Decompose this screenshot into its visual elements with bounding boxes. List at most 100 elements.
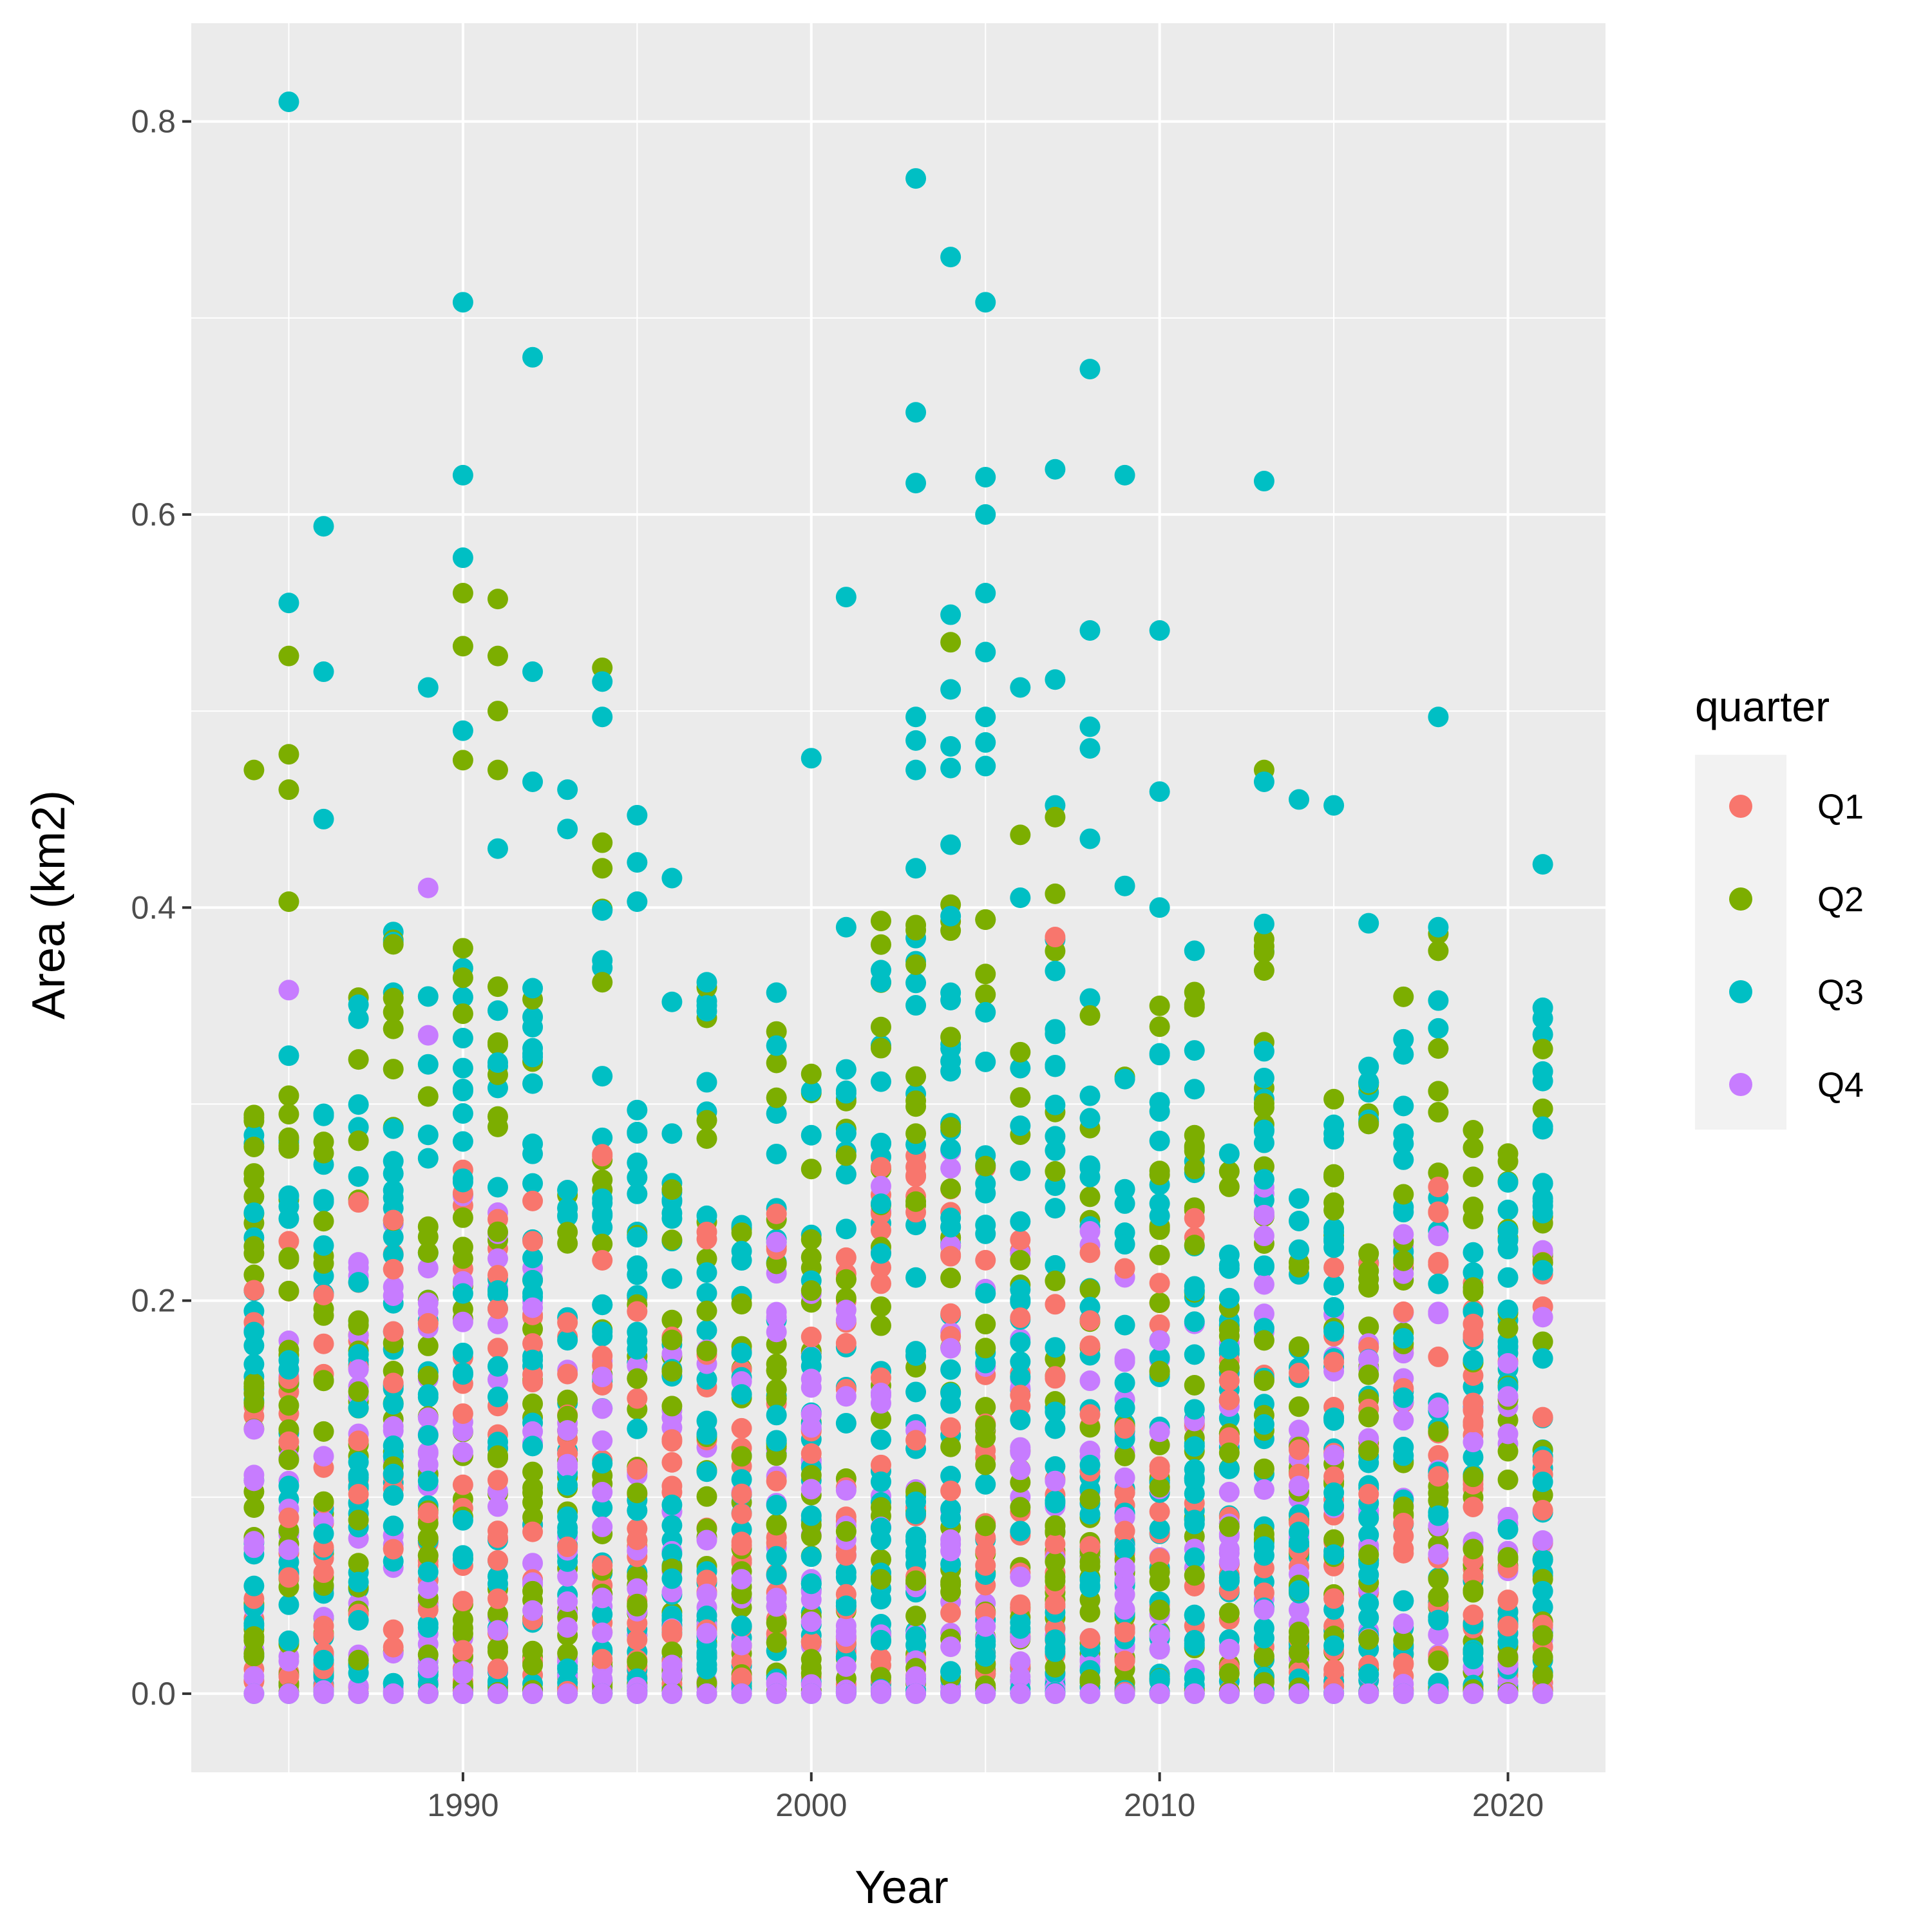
data-point	[1393, 1250, 1414, 1271]
data-point	[1045, 1023, 1066, 1045]
data-point	[1463, 1432, 1484, 1453]
data-point	[661, 1179, 683, 1200]
data-point	[940, 679, 961, 700]
data-point	[1497, 1423, 1519, 1444]
data-point	[243, 1169, 265, 1190]
data-point	[522, 1333, 544, 1354]
data-point	[870, 1296, 891, 1317]
data-point	[348, 1397, 369, 1419]
data-point	[1428, 1544, 1449, 1565]
data-point	[1289, 1521, 1310, 1542]
data-point	[835, 1412, 857, 1434]
data-point	[1289, 1363, 1310, 1384]
data-point	[1218, 1458, 1240, 1479]
data-point	[766, 1546, 787, 1567]
data-point	[870, 1016, 891, 1037]
data-point	[452, 720, 473, 741]
data-point	[1114, 1520, 1135, 1542]
data-point	[1184, 1565, 1205, 1586]
data-point	[1463, 1262, 1484, 1283]
data-point	[870, 1257, 891, 1278]
data-point	[278, 1567, 299, 1588]
plot-panel	[191, 23, 1605, 1772]
data-point	[627, 1167, 648, 1188]
data-point	[1358, 1508, 1379, 1529]
data-point	[313, 1211, 334, 1232]
data-point	[557, 1658, 578, 1680]
data-point	[522, 771, 544, 792]
data-point	[1079, 620, 1101, 641]
data-point	[383, 1636, 404, 1658]
data-point	[1358, 1364, 1379, 1385]
data-point	[1428, 1397, 1449, 1418]
data-point	[766, 1632, 787, 1653]
data-point	[313, 1333, 334, 1354]
data-point	[313, 1253, 334, 1274]
data-point	[975, 1001, 996, 1023]
data-point	[1393, 1387, 1414, 1408]
data-point	[243, 1630, 265, 1651]
data-point	[243, 759, 265, 781]
data-point	[313, 808, 334, 829]
data-point	[1323, 1352, 1345, 1373]
data-point	[1323, 795, 1345, 816]
data-point	[1010, 1211, 1031, 1232]
data-point	[1253, 771, 1274, 792]
data-point	[383, 1321, 404, 1342]
data-point	[348, 1553, 369, 1574]
data-point	[1218, 1551, 1240, 1573]
data-point	[766, 1052, 787, 1074]
data-point	[417, 1502, 439, 1524]
data-point	[1114, 1397, 1135, 1419]
data-point	[243, 1470, 265, 1492]
data-point	[1045, 1175, 1066, 1197]
data-point	[417, 986, 439, 1007]
data-point	[1532, 1202, 1553, 1224]
data-point	[940, 1661, 961, 1682]
data-point	[870, 1220, 891, 1241]
data-point	[1532, 1530, 1553, 1551]
data-point	[1114, 1482, 1135, 1503]
data-point	[975, 1051, 996, 1072]
data-point	[452, 1103, 473, 1124]
data-point	[940, 1571, 961, 1593]
data-point	[1184, 1374, 1205, 1396]
data-point	[1463, 1604, 1484, 1625]
data-point	[627, 1388, 648, 1409]
data-point	[1218, 1287, 1240, 1309]
data-point	[348, 1683, 369, 1704]
data-point	[348, 1510, 369, 1531]
data-point	[1497, 1519, 1519, 1540]
data-point	[417, 1124, 439, 1146]
data-point	[417, 1148, 439, 1169]
data-point	[800, 1505, 822, 1526]
data-point	[870, 1133, 891, 1155]
data-point	[1393, 1301, 1414, 1322]
data-point	[1428, 1505, 1449, 1526]
data-point	[835, 1122, 857, 1144]
data-point	[1532, 1038, 1553, 1059]
data-point	[870, 1157, 891, 1178]
data-point	[627, 1183, 648, 1204]
data-point	[1149, 1599, 1170, 1620]
data-point	[487, 1298, 508, 1320]
data-point	[313, 1523, 334, 1544]
data-point	[627, 1301, 648, 1322]
data-point	[975, 1215, 996, 1236]
data-point	[348, 1272, 369, 1293]
data-point	[1010, 1229, 1031, 1251]
data-point	[1289, 1642, 1310, 1663]
data-point	[975, 1397, 996, 1418]
data-point	[800, 748, 822, 769]
data-point	[1463, 1313, 1484, 1334]
data-point	[522, 1461, 544, 1482]
data-point	[243, 1186, 265, 1208]
data-point	[1428, 1201, 1449, 1222]
data-point	[1218, 1338, 1240, 1359]
data-point	[1289, 789, 1310, 810]
data-point	[452, 1663, 473, 1685]
data-point	[975, 732, 996, 753]
x-tick-label: 2000	[775, 1787, 847, 1823]
data-point	[1358, 1629, 1379, 1650]
data-point	[1010, 1307, 1031, 1329]
